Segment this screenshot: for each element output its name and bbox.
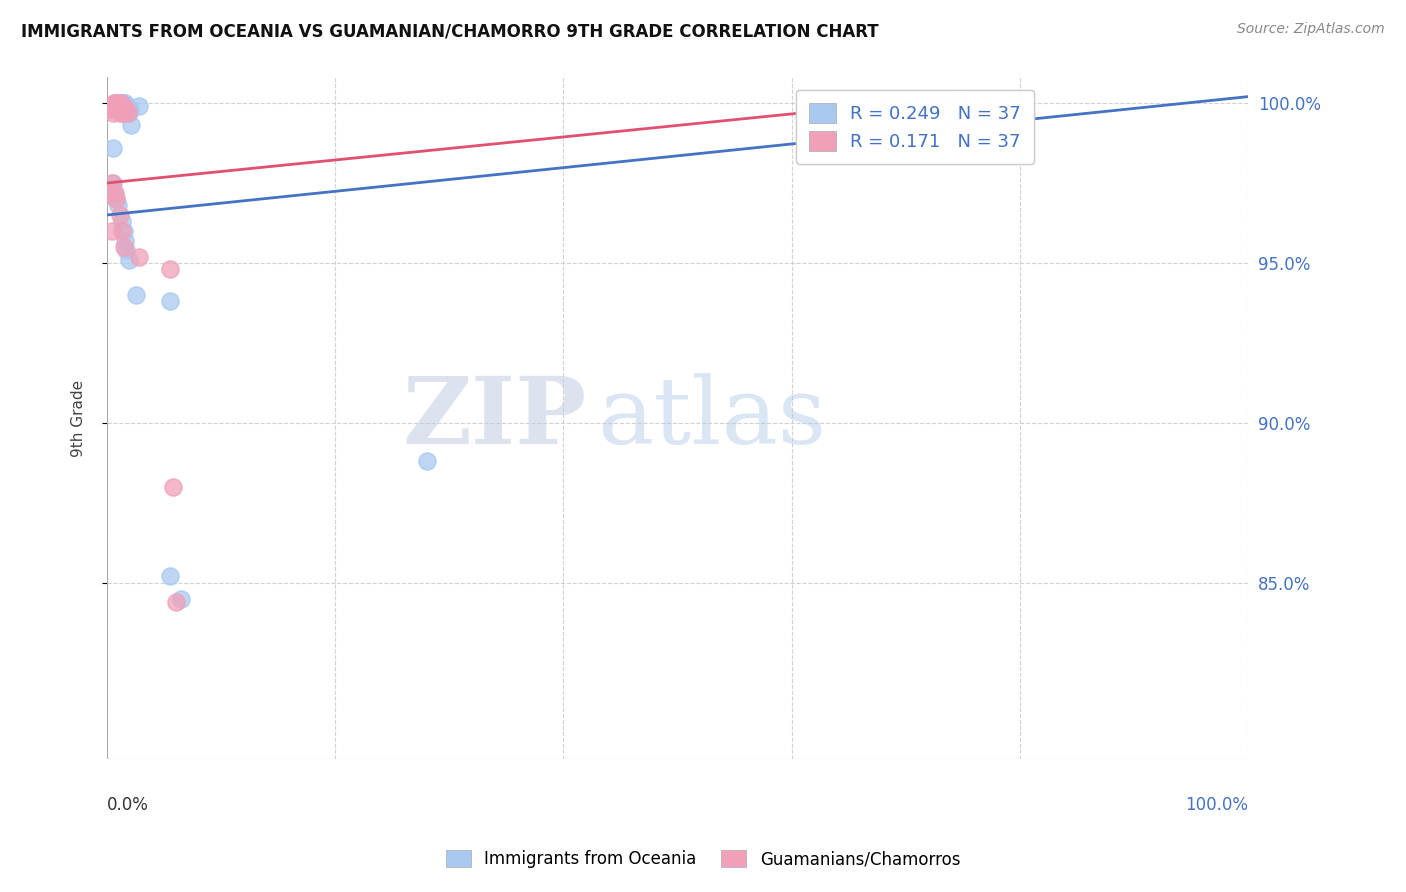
Point — [104, 186, 127, 200]
Point — [115, 105, 138, 120]
Point — [108, 208, 131, 222]
Point — [110, 103, 132, 117]
Point — [105, 96, 128, 111]
Point — [103, 186, 125, 200]
Text: IMMIGRANTS FROM OCEANIA VS GUAMANIAN/CHAMORRO 9TH GRADE CORRELATION CHART: IMMIGRANTS FROM OCEANIA VS GUAMANIAN/CHA… — [21, 22, 879, 40]
Point — [100, 103, 122, 117]
Text: atlas: atlas — [598, 373, 827, 463]
Point — [105, 103, 128, 117]
Point — [108, 103, 131, 117]
Point — [170, 591, 193, 606]
Point — [114, 96, 136, 111]
Point — [105, 192, 128, 206]
Point — [128, 99, 150, 113]
Point — [107, 103, 129, 117]
Point — [108, 103, 131, 117]
Point — [107, 96, 129, 111]
Point — [104, 96, 127, 111]
Point — [165, 595, 187, 609]
Y-axis label: 9th Grade: 9th Grade — [72, 380, 86, 457]
Text: 0.0%: 0.0% — [107, 797, 149, 814]
Point — [112, 96, 135, 111]
Text: 100.0%: 100.0% — [1185, 797, 1249, 814]
Point — [101, 176, 124, 190]
Point — [104, 99, 127, 113]
Point — [110, 96, 132, 111]
Point — [118, 103, 141, 117]
Point — [105, 99, 128, 113]
Point — [118, 105, 141, 120]
Legend: R = 0.249   N = 37, R = 0.171   N = 37: R = 0.249 N = 37, R = 0.171 N = 37 — [796, 90, 1033, 164]
Point — [124, 288, 146, 302]
Point — [107, 99, 129, 113]
Point — [100, 176, 122, 190]
Point — [105, 99, 128, 113]
Point — [115, 103, 138, 117]
Text: ZIP: ZIP — [402, 373, 586, 463]
Point — [108, 105, 131, 120]
Point — [114, 234, 136, 248]
Point — [112, 224, 135, 238]
Point — [114, 99, 136, 113]
Point — [100, 224, 122, 238]
Point — [111, 96, 134, 111]
Point — [101, 105, 124, 120]
Point — [108, 99, 131, 113]
Point — [101, 141, 124, 155]
Point — [107, 103, 129, 117]
Point — [110, 99, 132, 113]
Point — [115, 103, 138, 117]
Point — [159, 569, 181, 583]
Point — [105, 192, 128, 206]
Point — [118, 252, 141, 267]
Point — [112, 105, 135, 120]
Point — [120, 119, 142, 133]
Point — [111, 214, 134, 228]
Point — [159, 262, 181, 277]
Point — [128, 250, 150, 264]
Point — [159, 294, 181, 309]
Point — [105, 96, 128, 111]
Point — [103, 96, 125, 111]
Point — [107, 198, 129, 212]
Point — [108, 96, 131, 111]
Point — [112, 240, 135, 254]
Point — [101, 103, 124, 117]
Point — [114, 103, 136, 117]
Point — [110, 99, 132, 113]
Legend: Immigrants from Oceania, Guamanians/Chamorros: Immigrants from Oceania, Guamanians/Cham… — [437, 842, 969, 877]
Point — [103, 99, 125, 113]
Point — [162, 480, 184, 494]
Point — [115, 243, 138, 257]
Point — [110, 96, 132, 111]
Point — [97, 103, 120, 117]
Point — [105, 99, 128, 113]
Point — [97, 103, 120, 117]
Point — [112, 99, 135, 113]
Point — [111, 224, 134, 238]
Point — [111, 103, 134, 117]
Point — [415, 454, 437, 468]
Point — [111, 105, 134, 120]
Point — [117, 105, 139, 120]
Point — [117, 103, 139, 117]
Text: Source: ZipAtlas.com: Source: ZipAtlas.com — [1237, 22, 1385, 37]
Point — [97, 186, 120, 200]
